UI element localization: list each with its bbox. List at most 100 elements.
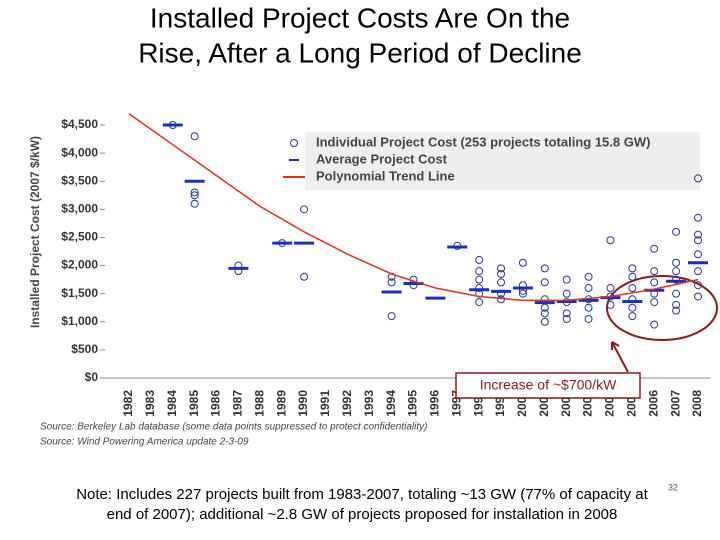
y-tick-label: $1,500 — [61, 286, 98, 300]
annotation-box — [455, 372, 641, 399]
project-point — [628, 272, 637, 281]
project-point — [540, 317, 549, 326]
project-point — [672, 289, 681, 298]
x-tick-label: 1987 — [231, 390, 245, 417]
project-point — [562, 275, 571, 284]
x-tick-label: 1983 — [143, 390, 157, 417]
project-point — [497, 278, 506, 287]
x-tick-label: 1991 — [318, 390, 332, 417]
arrow — [611, 341, 629, 373]
project-point — [190, 199, 199, 208]
project-point — [694, 250, 702, 259]
highlight-ellipse — [606, 275, 718, 341]
x-tick-label: 1989 — [274, 390, 288, 417]
trend-line — [128, 113, 699, 302]
x-tick-label: 1988 — [252, 390, 266, 417]
legend-label: Average Project Cost — [316, 151, 448, 166]
y-tick-label: $4,000 — [61, 145, 98, 159]
legend-label: Polynomial Trend Line — [316, 168, 455, 183]
y-tick-label: $3,000 — [61, 202, 98, 216]
y-tick-label: $4,500 — [61, 117, 98, 131]
project-point — [387, 312, 396, 321]
project-point — [190, 188, 199, 197]
x-tick-label: 1990 — [296, 390, 310, 417]
project-point — [300, 205, 309, 214]
project-point — [518, 258, 527, 267]
project-point — [628, 264, 637, 273]
project-point — [606, 284, 615, 293]
x-tick-label: 1993 — [362, 390, 376, 417]
project-point — [606, 236, 615, 245]
project-point — [497, 269, 506, 278]
x-tick-label: 1982 — [121, 390, 135, 417]
project-point — [694, 174, 702, 183]
project-point — [540, 278, 549, 287]
x-tick-label: 1995 — [406, 390, 420, 417]
project-point — [694, 213, 702, 222]
legend-symbol — [290, 139, 298, 147]
project-point — [475, 267, 484, 276]
legend-box — [305, 132, 700, 190]
project-point — [694, 230, 702, 239]
project-point — [694, 281, 702, 290]
project-point — [475, 298, 484, 307]
project-point — [650, 267, 659, 276]
project-point — [562, 309, 571, 318]
project-point — [694, 292, 702, 301]
y-tick-label: $3,500 — [61, 173, 98, 187]
project-point — [672, 227, 681, 236]
project-point — [475, 255, 484, 264]
project-point — [672, 258, 681, 267]
y-axis-label: Installed Project Cost (2007 $/kW) — [28, 136, 42, 328]
y-tick-label: $500 — [71, 342, 98, 356]
project-point — [475, 284, 484, 293]
title-line: Installed Project Costs Are On the — [150, 2, 570, 33]
project-point — [540, 303, 549, 312]
project-point — [650, 320, 659, 329]
project-point — [475, 275, 484, 284]
project-point — [628, 284, 637, 293]
project-point — [584, 303, 593, 312]
project-point — [628, 303, 637, 312]
y-tick-label: $2,000 — [61, 258, 98, 272]
project-point — [650, 298, 659, 307]
project-point — [518, 289, 527, 298]
project-point — [584, 272, 593, 281]
project-point — [672, 275, 681, 284]
y-tick-label: $0 — [85, 370, 99, 384]
note-line: end of 2007); additional ~2.8 GW of proj… — [107, 506, 618, 523]
project-point — [387, 278, 396, 287]
title-line: Rise, After a Long Period of Decline — [138, 37, 582, 68]
annotation: Increase of ~$700/kW — [480, 377, 617, 393]
y-tick-label: $2,500 — [61, 230, 98, 244]
project-point — [694, 267, 702, 276]
project-point — [190, 191, 199, 200]
project-point — [650, 278, 659, 287]
project-point — [540, 264, 549, 273]
project-point — [562, 314, 571, 323]
project-point — [584, 284, 593, 293]
project-point — [300, 272, 309, 281]
project-point — [540, 309, 549, 318]
project-point — [694, 236, 702, 245]
x-tick-label: 1986 — [209, 390, 223, 417]
arrow-head — [611, 341, 620, 347]
x-tick-label: 2007 — [668, 390, 682, 417]
x-tick-label: 1984 — [165, 390, 179, 417]
project-point — [650, 244, 659, 253]
note-line: Note: Includes 227 projects built from 1… — [76, 486, 648, 503]
x-tick-label: 2006 — [646, 390, 660, 417]
x-tick-label: 1992 — [340, 390, 354, 417]
project-point — [628, 312, 637, 321]
y-tick-label: $1,000 — [61, 314, 98, 328]
project-point — [672, 300, 681, 309]
source: Source: Berkeley Lab database (some data… — [40, 422, 427, 433]
project-point — [584, 314, 593, 323]
project-point — [497, 264, 506, 273]
source: Source: Wind Powering America update 2-3… — [40, 437, 249, 448]
x-tick-label: 2008 — [690, 390, 704, 417]
project-point — [562, 289, 571, 298]
project-point — [672, 267, 681, 276]
legend-label: Individual Project Cost (253 projects to… — [316, 134, 650, 149]
